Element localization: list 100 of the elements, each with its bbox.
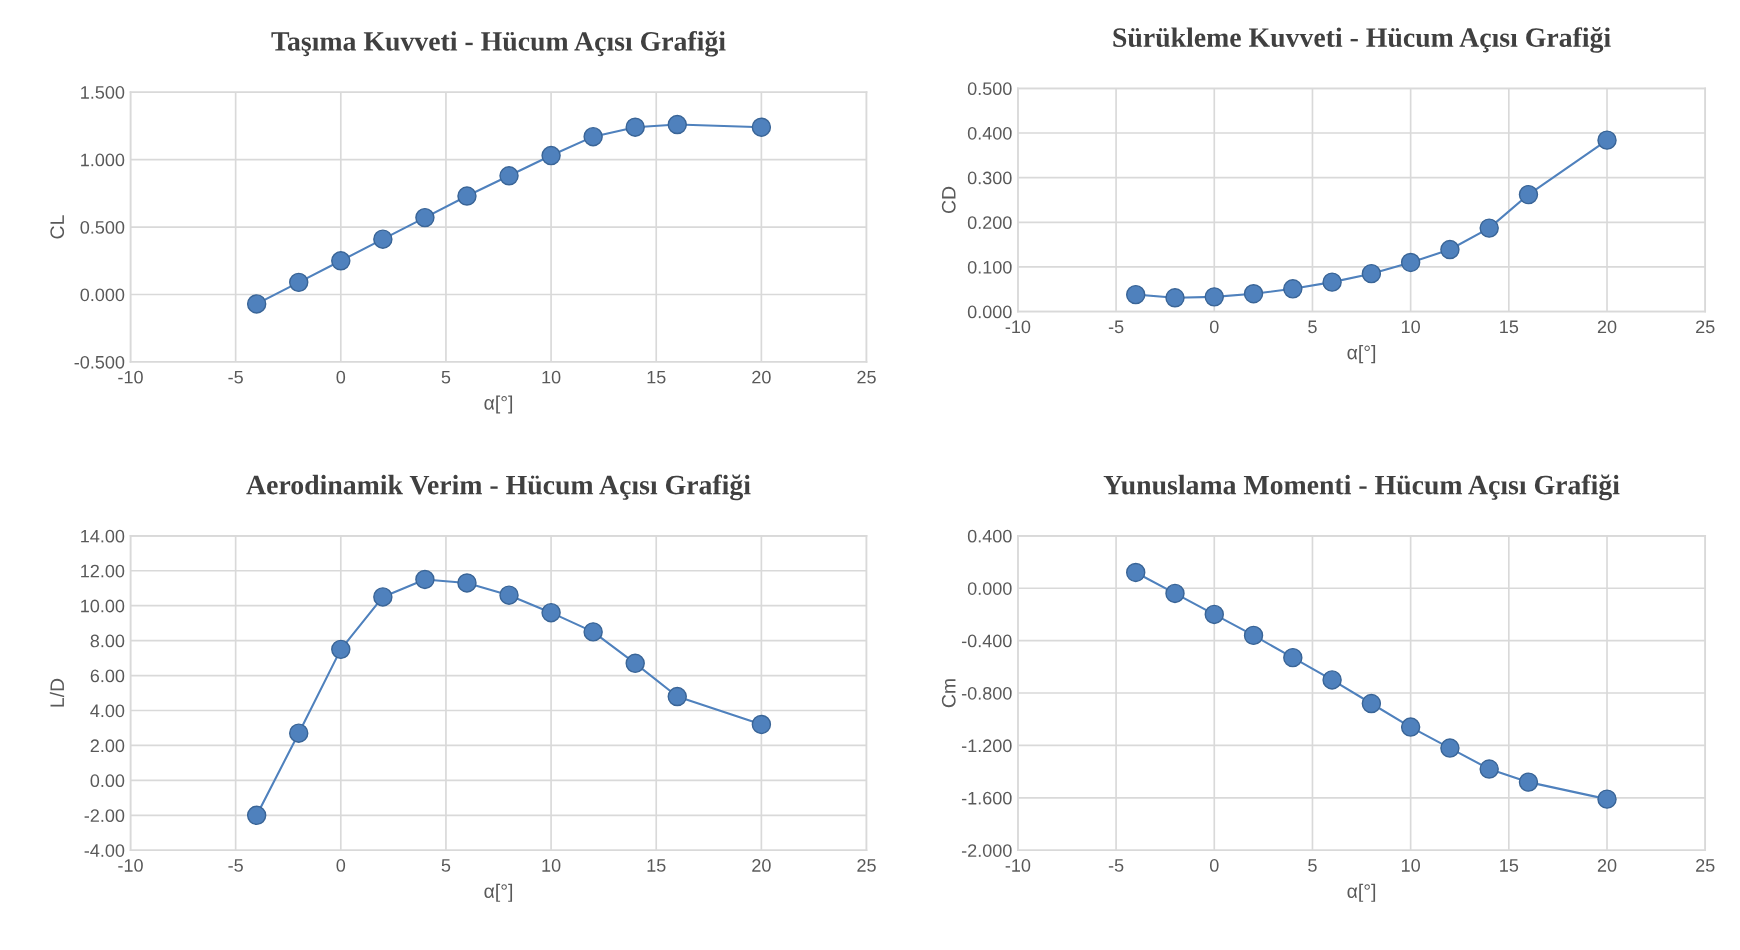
y-tick-label: 2.00 <box>90 739 125 753</box>
point <box>1518 184 1539 205</box>
x-tick-label: 10 <box>542 370 561 384</box>
y-tick-label: 1.500 <box>81 86 125 99</box>
y-axis-title: L/D <box>49 678 65 707</box>
point <box>499 585 519 605</box>
y-tick-label: 8.00 <box>90 634 125 648</box>
y-tick-label: 0.500 <box>80 220 125 234</box>
x-tick-label: 5 <box>441 370 451 384</box>
chart-title: Aerodinamik Verim - Hücum Açısı Grafiği <box>246 474 751 501</box>
x-tick-label: 0 <box>1209 859 1219 872</box>
x-tick-label: -5 <box>1108 859 1124 872</box>
y-tick-label: -0.800 <box>961 686 1012 700</box>
y-tick-label: 0.000 <box>80 288 125 302</box>
x-tick-label: -5 <box>228 370 243 384</box>
y-tick-label: 14.00 <box>81 529 125 543</box>
y-tick-label: 0.100 <box>967 260 1012 274</box>
point <box>457 186 477 206</box>
y-tick-label: -4.00 <box>84 844 125 857</box>
point <box>1165 288 1185 308</box>
x-tick-label: -10 <box>1005 859 1031 872</box>
y-tick-label: -0.400 <box>961 634 1012 648</box>
point <box>541 145 561 166</box>
y-tick-label: 0.300 <box>967 171 1012 185</box>
point <box>1440 239 1460 260</box>
x-tick-label: 20 <box>752 370 771 384</box>
y-tick-label: 0.400 <box>967 529 1012 543</box>
y-tick-label: 0.200 <box>967 216 1012 230</box>
x-tick-label: 20 <box>1597 859 1617 872</box>
x-axis-title: α[°] <box>484 883 513 902</box>
y-tick-label: 4.00 <box>90 704 125 718</box>
y-tick-label: 10.00 <box>81 599 125 613</box>
point <box>1361 263 1382 284</box>
x-tick-label: 15 <box>647 370 666 384</box>
point <box>667 114 687 135</box>
x-tick-label: 5 <box>1308 859 1317 872</box>
x-axis-title: α[°] <box>1347 883 1376 902</box>
point <box>1597 130 1617 150</box>
x-tick-label: 15 <box>1500 859 1519 872</box>
point <box>1479 218 1499 238</box>
y-tick-label: -1.600 <box>961 791 1012 805</box>
point <box>1400 717 1421 737</box>
x-tick-label: 25 <box>1696 859 1715 872</box>
y-tick-label: -2.000 <box>961 844 1012 857</box>
y-tick-label: 0.400 <box>967 126 1012 140</box>
y-tick-label: 0.000 <box>967 582 1012 595</box>
chart-title: Yunuslama Momenti - Hücum Açısı Grafiği <box>1103 474 1620 501</box>
point <box>373 587 393 607</box>
point <box>1400 252 1421 273</box>
point <box>1361 693 1382 714</box>
point <box>457 573 477 593</box>
x-tick-label: 20 <box>752 859 771 872</box>
point <box>751 714 772 735</box>
x-tick-label: 0 <box>336 859 346 872</box>
y-tick-label: 0.000 <box>967 305 1012 319</box>
y-axis-title: Cm <box>941 679 956 708</box>
point <box>625 653 645 674</box>
x-tick-label: -10 <box>118 859 143 872</box>
point <box>583 622 603 642</box>
point <box>751 117 772 137</box>
point <box>1243 625 1264 646</box>
x-tick-label: 10 <box>542 859 561 872</box>
y-tick-label: 6.00 <box>90 669 125 683</box>
point <box>1204 604 1224 625</box>
point <box>667 686 687 707</box>
x-tick-label: 25 <box>857 370 876 384</box>
point <box>246 805 267 826</box>
point <box>1204 287 1224 307</box>
y-tick-label: -2.00 <box>84 809 125 823</box>
point <box>246 294 267 314</box>
point <box>289 272 309 293</box>
point <box>541 602 561 623</box>
point <box>415 569 435 590</box>
point <box>1283 647 1303 668</box>
point <box>1322 670 1342 690</box>
point <box>1283 279 1303 299</box>
point <box>1440 738 1460 758</box>
y-axis-title: CL <box>50 215 65 239</box>
x-tick-label: 10 <box>1401 320 1420 334</box>
y-tick-label: 0.500 <box>967 82 1012 96</box>
point <box>625 117 645 137</box>
y-tick-label: 12.00 <box>81 564 125 578</box>
chart-title: Sürükleme Kuvveti - Hücum Açısı Grafiği <box>1113 27 1611 53</box>
point <box>331 251 351 271</box>
x-tick-label: 5 <box>1308 320 1317 334</box>
point <box>1125 562 1146 583</box>
point <box>331 639 351 660</box>
point <box>1479 759 1499 779</box>
y-axis-title: CD <box>941 186 956 214</box>
x-axis-title: α[°] <box>484 395 513 414</box>
point <box>1518 772 1539 792</box>
point <box>415 207 435 228</box>
x-tick-label: -10 <box>118 370 143 384</box>
chart-title: Taşıma Kuvveti - Hücum Açısı Grafiği <box>271 30 726 57</box>
point <box>499 166 519 186</box>
point <box>1322 272 1342 292</box>
y-tick-label: 0.00 <box>90 774 125 788</box>
x-tick-label: 0 <box>1209 320 1219 334</box>
y-tick-label: 1.000 <box>81 153 125 167</box>
x-tick-label: 25 <box>1696 320 1715 334</box>
